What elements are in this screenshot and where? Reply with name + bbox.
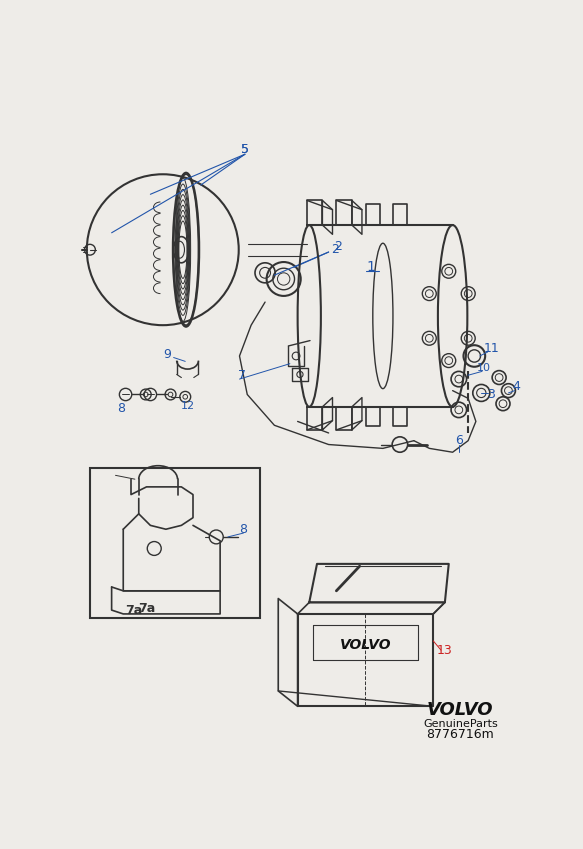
Text: 11: 11 <box>483 342 499 355</box>
Text: 7a: 7a <box>138 602 155 615</box>
Text: 5: 5 <box>241 143 249 156</box>
Text: 8: 8 <box>117 402 125 415</box>
Text: 9: 9 <box>163 348 171 361</box>
Text: 1: 1 <box>367 261 375 274</box>
Text: 2: 2 <box>331 243 339 256</box>
Text: 8776716m: 8776716m <box>427 728 494 741</box>
Text: 6: 6 <box>455 434 463 447</box>
Text: 8: 8 <box>240 523 247 536</box>
Text: 10: 10 <box>477 363 491 373</box>
Text: 12: 12 <box>181 401 195 411</box>
Text: 7: 7 <box>238 368 246 382</box>
Text: 5: 5 <box>241 143 249 156</box>
Text: VOLVO: VOLVO <box>427 701 494 719</box>
Text: 7a: 7a <box>125 604 142 616</box>
Text: 13: 13 <box>437 644 453 656</box>
Text: 3: 3 <box>487 388 496 401</box>
Text: GenuineParts: GenuineParts <box>423 719 498 729</box>
Text: VOLVO: VOLVO <box>340 638 391 652</box>
Text: 2: 2 <box>334 240 342 253</box>
Bar <box>90 468 261 618</box>
Text: 4: 4 <box>512 380 520 393</box>
